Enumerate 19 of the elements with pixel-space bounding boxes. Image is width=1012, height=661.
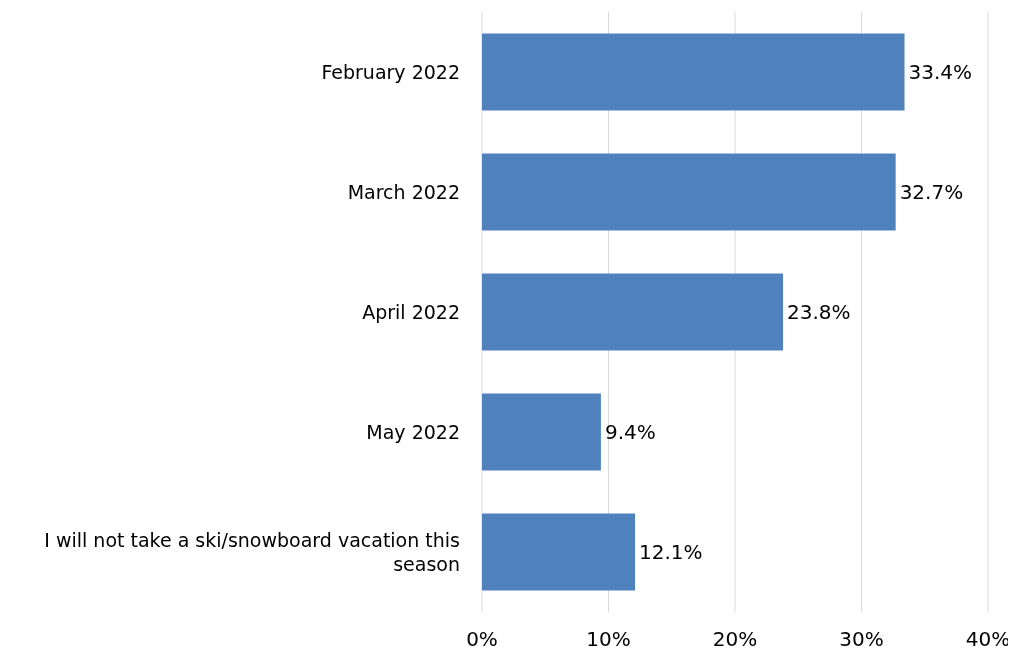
data-label: 23.8% [787,300,851,325]
y-tick-label: I will not take a ski/snowboard vacation this season [44,529,460,575]
bar [482,393,601,471]
y-tick-label: May 2022 [366,421,460,443]
y-tick-label: April 2022 [362,301,460,323]
data-label: 9.4% [604,420,656,445]
y-tick-label: February 2022 [321,61,460,83]
bar [482,513,636,591]
x-tick-label: 30% [839,627,884,652]
x-tick-label: 20% [712,627,758,652]
bar [482,33,905,111]
bar [482,153,896,231]
data-label: 12.1% [639,540,703,565]
bar [482,273,784,351]
x-tick-label: 0% [466,627,498,652]
data-label: 32.7% [899,180,964,205]
x-tick-label: 10% [586,627,631,652]
data-label: 33.4% [908,60,973,85]
y-tick-label: March 2022 [347,181,460,203]
